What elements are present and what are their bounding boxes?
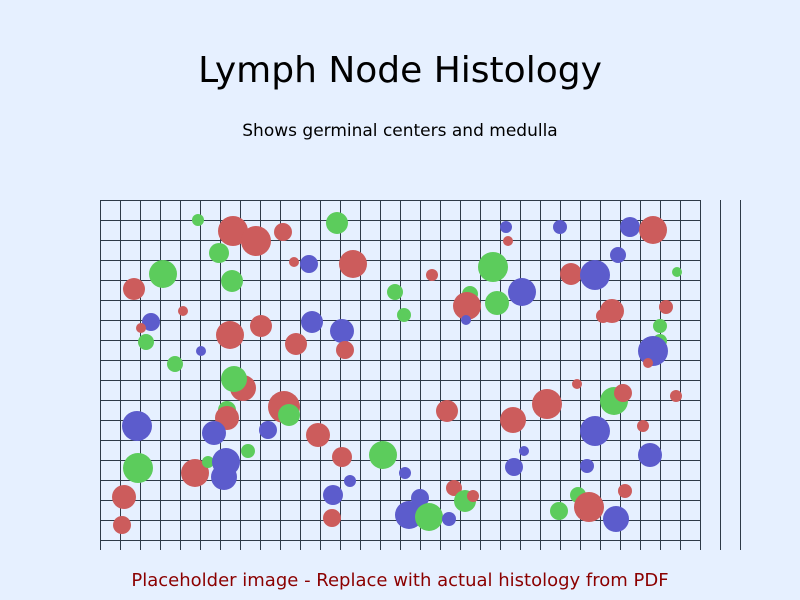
green-cell [202, 456, 214, 468]
blue-cell [301, 311, 323, 333]
blue-cell [603, 506, 629, 532]
red-cell [436, 400, 458, 422]
red-cell [639, 216, 667, 244]
green-cell [221, 366, 247, 392]
placeholder-caption: Placeholder image - Replace with actual … [131, 570, 669, 591]
blue-cell [553, 220, 567, 234]
blue-cell [442, 512, 456, 526]
blue-cell [202, 421, 226, 445]
red-cell [659, 300, 673, 314]
blue-cell [638, 336, 668, 366]
red-cell [112, 485, 136, 509]
green-cell [478, 252, 508, 282]
green-cell [550, 502, 568, 520]
red-cell [574, 492, 604, 522]
red-cell [614, 384, 632, 402]
blue-cell [411, 489, 429, 507]
red-cell [560, 263, 582, 285]
red-cell [332, 447, 352, 467]
blue-cell [500, 221, 512, 233]
cell-circles [112, 212, 682, 534]
green-cell [369, 441, 397, 469]
blue-cell [323, 485, 343, 505]
red-cell [289, 257, 299, 267]
red-cell [285, 333, 307, 355]
green-cell [138, 334, 154, 350]
red-cell [218, 216, 248, 246]
green-cell [415, 503, 443, 531]
red-cell [572, 379, 582, 389]
red-cell [123, 278, 145, 300]
red-cell [503, 236, 513, 246]
red-cell [113, 516, 131, 534]
slide-title: Lymph Node Histology [198, 50, 602, 91]
red-cell [426, 269, 438, 281]
blue-cell [259, 421, 277, 439]
red-cell [250, 315, 272, 337]
green-cell [167, 356, 183, 372]
green-cell [192, 214, 204, 226]
green-cell [241, 444, 255, 458]
red-cell [532, 389, 562, 419]
blue-cell [580, 416, 610, 446]
blue-cell [505, 458, 523, 476]
blue-cell [461, 315, 471, 325]
red-cell [241, 226, 271, 256]
slide-subtitle: Shows germinal centers and medulla [242, 121, 558, 141]
green-cell [278, 404, 300, 426]
red-cell [670, 390, 682, 402]
blue-cell [638, 443, 662, 467]
green-cell [123, 453, 153, 483]
blue-cell [211, 464, 237, 490]
green-cell [485, 291, 509, 315]
green-cell [221, 270, 243, 292]
blue-cell [330, 319, 354, 343]
red-cell [339, 250, 367, 278]
blue-cell [580, 260, 610, 290]
red-cell [618, 484, 632, 498]
red-cell [500, 407, 526, 433]
red-cell [336, 341, 354, 359]
red-cell [216, 321, 244, 349]
red-cell [323, 509, 341, 527]
blue-cell [196, 346, 206, 356]
blue-cell [508, 278, 536, 306]
blue-cell [620, 217, 640, 237]
red-cell [181, 459, 209, 487]
blue-cell [122, 411, 152, 441]
blue-cell [610, 247, 626, 263]
red-cell [637, 420, 649, 432]
red-cell [306, 423, 330, 447]
red-cell [136, 323, 146, 333]
green-cell [397, 308, 411, 322]
red-cell [643, 358, 653, 368]
green-cell [653, 319, 667, 333]
red-cell [446, 480, 462, 496]
green-cell [326, 212, 348, 234]
red-cell [274, 223, 292, 241]
red-cell [178, 306, 188, 316]
blue-cell [344, 475, 356, 487]
blue-cell [142, 313, 160, 331]
blue-cell [580, 459, 594, 473]
blue-cell [300, 255, 318, 273]
green-cell [672, 267, 682, 277]
red-cell [467, 490, 479, 502]
grid-lines [100, 200, 741, 550]
green-cell [149, 260, 177, 288]
green-cell [387, 284, 403, 300]
blue-cell [399, 467, 411, 479]
blue-cell [519, 446, 529, 456]
red-cell [596, 309, 610, 323]
green-cell [209, 243, 229, 263]
red-cell [453, 292, 481, 320]
